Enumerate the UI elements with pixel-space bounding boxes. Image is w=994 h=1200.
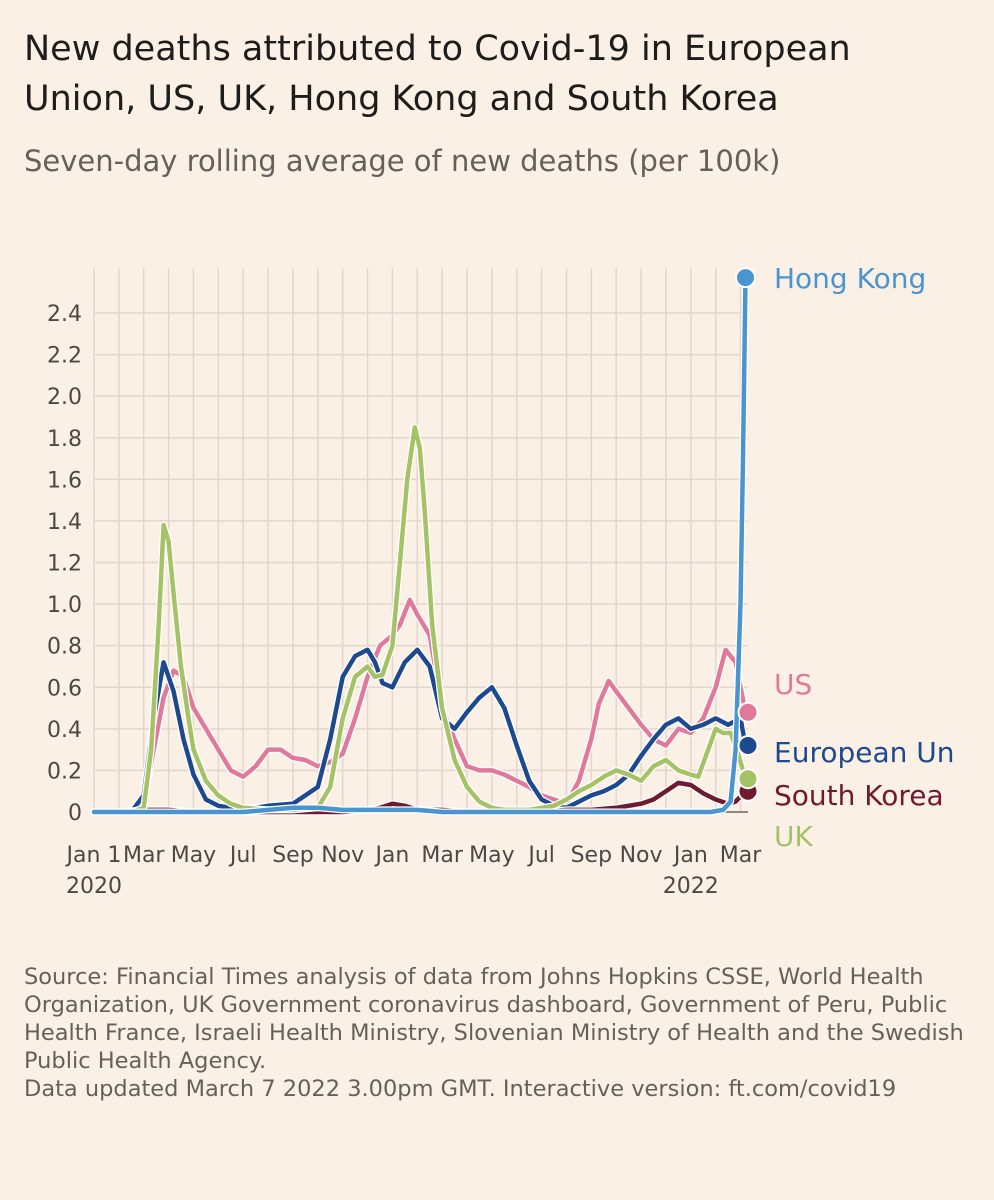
- chart-footer: Source: Financial Times analysis of data…: [24, 963, 964, 1103]
- x-tick-label: Mar: [720, 843, 762, 868]
- series-label-south-korea: South Korea: [774, 779, 944, 812]
- x-tick-label: Jan: [373, 843, 409, 868]
- x-tick-label: Nov: [321, 843, 364, 868]
- endpoint-uk: [737, 768, 759, 790]
- series-line-us: [91, 597, 748, 815]
- y-tick-label: 1.2: [47, 552, 82, 577]
- x-tick-label: Sep: [272, 843, 313, 868]
- y-axis: 0 0.2 0.4 0.6 0.8 1.0 1.2 1.4 1.6 1.8 2.0 2.2 2.4: [47, 302, 82, 826]
- series-endpoints: [735, 267, 759, 802]
- y-tick-label: 2.4: [47, 302, 82, 327]
- series-label-uk: UK: [774, 820, 813, 853]
- y-tick-label: 1.8: [47, 427, 82, 452]
- endpoint-european-union: [737, 734, 759, 756]
- x-tick-label: Jan: [672, 843, 708, 868]
- endpoint-us: [737, 701, 759, 723]
- series-label-european-union: European Un: [774, 736, 955, 769]
- y-tick-label: 0.6: [47, 676, 82, 701]
- series-lines: [90, 274, 749, 816]
- y-tick-label: 0: [68, 801, 82, 826]
- x-tick-label: Sep: [571, 843, 612, 868]
- chart-title: New deaths attributed to Covid-19 in Eur…: [24, 29, 851, 119]
- chart-subtitle: Seven-day rolling average of new deaths …: [24, 144, 781, 178]
- series-labels: Hong Kong US European Un South Korea UK: [774, 262, 955, 853]
- x-tick-label: Mar: [421, 843, 463, 868]
- y-tick-label: 1.0: [47, 593, 82, 618]
- x-tick-label: Jul: [228, 843, 257, 868]
- update-note: Data updated March 7 2022 3.00pm GMT. In…: [24, 1076, 897, 1102]
- y-tick-label: 0.4: [47, 718, 82, 743]
- y-tick-label: 1.4: [47, 510, 82, 535]
- y-tick-label: 0.2: [47, 759, 82, 784]
- series-line-european-union: [91, 647, 748, 815]
- y-tick-label: 2.2: [47, 344, 82, 369]
- series-line-hong-kong: [91, 275, 748, 815]
- series-label-hong-kong: Hong Kong: [774, 262, 926, 295]
- x-tick-year-label: 2022: [663, 874, 719, 899]
- y-tick-label: 1.6: [47, 468, 82, 493]
- x-tick-label: Nov: [620, 843, 663, 868]
- line-chart: 0 0.2 0.4 0.6 0.8 1.0 1.2 1.4 1.6 1.8 2.0 2.2 2.4 Ja…: [47, 262, 955, 899]
- x-tick-label: May: [171, 843, 216, 868]
- x-tick-label: Jan 1: [65, 843, 122, 868]
- x-tick-label: Mar: [123, 843, 165, 868]
- x-tick-label: Jul: [526, 843, 555, 868]
- x-tick-label: May: [469, 843, 514, 868]
- series-line-uk: [91, 425, 748, 815]
- x-tick-year-label: 2020: [66, 874, 122, 899]
- source-note: Source: Financial Times analysis of data…: [24, 964, 964, 1074]
- series-label-us: US: [774, 668, 812, 701]
- endpoint-hong-kong: [735, 267, 757, 289]
- y-tick-label: 0.8: [47, 635, 82, 660]
- y-tick-label: 2.0: [47, 385, 82, 410]
